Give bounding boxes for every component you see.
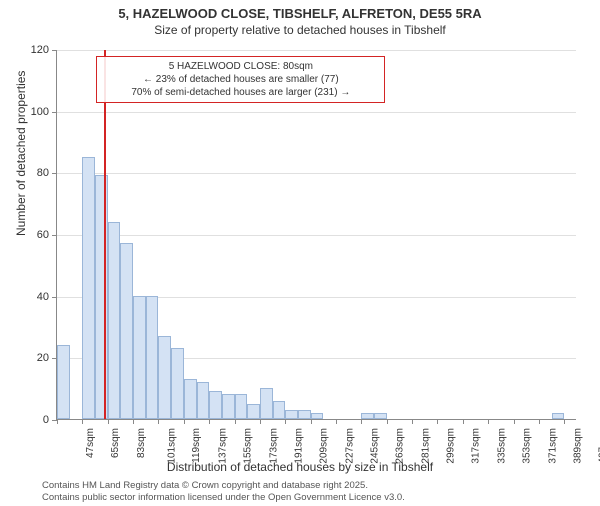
histogram-bar bbox=[260, 388, 273, 419]
histogram-bar bbox=[285, 410, 298, 419]
annotation-box: 5 HAZELWOOD CLOSE: 80sqm← 23% of detache… bbox=[96, 56, 385, 103]
x-tick-label: 137sqm bbox=[217, 428, 228, 464]
x-tick-label: 155sqm bbox=[243, 428, 254, 464]
y-tick bbox=[52, 112, 57, 113]
histogram-bar bbox=[108, 222, 121, 419]
y-tick-label: 0 bbox=[43, 414, 49, 426]
x-tick bbox=[235, 419, 236, 424]
y-tick bbox=[52, 235, 57, 236]
histogram-bar bbox=[158, 336, 171, 419]
x-tick-label: 281sqm bbox=[420, 428, 431, 464]
y-tick bbox=[52, 297, 57, 298]
plot-area: 02040608010012047sqm65sqm83sqm101sqm119s… bbox=[56, 50, 576, 420]
x-tick-label: 353sqm bbox=[522, 428, 533, 464]
histogram-bar bbox=[82, 157, 95, 419]
histogram-bar bbox=[273, 401, 286, 420]
y-tick-label: 40 bbox=[37, 291, 49, 303]
grid-line bbox=[57, 112, 576, 113]
x-tick-label: 245sqm bbox=[370, 428, 381, 464]
y-tick bbox=[52, 50, 57, 51]
histogram-bar bbox=[247, 404, 260, 419]
x-tick bbox=[209, 419, 210, 424]
histogram-bar bbox=[311, 413, 324, 419]
histogram-bar bbox=[361, 413, 374, 419]
y-axis-label: Number of detached properties bbox=[14, 71, 28, 236]
x-axis-label: Distribution of detached houses by size … bbox=[0, 460, 600, 474]
x-tick bbox=[564, 419, 565, 424]
histogram-bar bbox=[95, 175, 108, 419]
chart-title-main: 5, HAZELWOOD CLOSE, TIBSHELF, ALFRETON, … bbox=[0, 6, 600, 21]
x-tick bbox=[514, 419, 515, 424]
x-tick-label: 173sqm bbox=[268, 428, 279, 464]
x-tick bbox=[437, 419, 438, 424]
x-tick bbox=[361, 419, 362, 424]
grid-line bbox=[57, 235, 576, 236]
x-tick bbox=[463, 419, 464, 424]
y-tick-label: 60 bbox=[37, 229, 49, 241]
x-tick-label: 191sqm bbox=[294, 428, 305, 464]
x-tick-label: 299sqm bbox=[446, 428, 457, 464]
annotation-line-3: 70% of semi-detached houses are larger (… bbox=[103, 86, 378, 99]
subject-marker-line bbox=[104, 50, 106, 419]
histogram-bar bbox=[209, 391, 222, 419]
histogram-bar bbox=[146, 296, 159, 419]
x-tick bbox=[336, 419, 337, 424]
x-tick-label: 389sqm bbox=[573, 428, 584, 464]
histogram-bar bbox=[120, 243, 133, 419]
annotation-line-1: 5 HAZELWOOD CLOSE: 80sqm bbox=[103, 60, 378, 73]
x-tick-label: 227sqm bbox=[344, 428, 355, 464]
x-tick bbox=[285, 419, 286, 424]
x-tick bbox=[311, 419, 312, 424]
x-tick bbox=[82, 419, 83, 424]
histogram-bar bbox=[374, 413, 387, 419]
x-tick bbox=[539, 419, 540, 424]
chart-title-sub: Size of property relative to detached ho… bbox=[0, 23, 600, 37]
footer-line-2: Contains public sector information licen… bbox=[42, 492, 405, 504]
y-tick-label: 120 bbox=[31, 44, 49, 56]
histogram-bar bbox=[235, 394, 248, 419]
x-tick bbox=[488, 419, 489, 424]
histogram-bar bbox=[222, 394, 235, 419]
histogram-bar bbox=[133, 296, 146, 419]
histogram-bar bbox=[184, 379, 197, 419]
histogram-bar bbox=[552, 413, 565, 419]
histogram-bar bbox=[171, 348, 184, 419]
x-tick-label: 65sqm bbox=[110, 428, 121, 458]
x-tick bbox=[133, 419, 134, 424]
x-tick bbox=[158, 419, 159, 424]
y-tick bbox=[52, 173, 57, 174]
x-tick-label: 317sqm bbox=[471, 428, 482, 464]
x-tick bbox=[387, 419, 388, 424]
y-tick-label: 80 bbox=[37, 167, 49, 179]
x-tick-label: 47sqm bbox=[85, 428, 96, 458]
y-tick-label: 20 bbox=[37, 352, 49, 364]
x-tick-label: 371sqm bbox=[547, 428, 558, 464]
x-tick bbox=[57, 419, 58, 424]
footer-line-1: Contains HM Land Registry data © Crown c… bbox=[42, 480, 405, 492]
grid-line bbox=[57, 173, 576, 174]
x-tick-label: 335sqm bbox=[496, 428, 507, 464]
x-tick-label: 263sqm bbox=[395, 428, 406, 464]
x-tick-label: 101sqm bbox=[167, 428, 178, 464]
y-tick-label: 100 bbox=[31, 106, 49, 118]
x-tick bbox=[184, 419, 185, 424]
x-tick-label: 119sqm bbox=[191, 428, 202, 463]
histogram-bar bbox=[197, 382, 210, 419]
attribution-footer: Contains HM Land Registry data © Crown c… bbox=[42, 480, 405, 504]
annotation-line-2: ← 23% of detached houses are smaller (77… bbox=[103, 73, 378, 86]
x-tick bbox=[260, 419, 261, 424]
x-tick-label: 209sqm bbox=[319, 428, 330, 464]
x-tick bbox=[412, 419, 413, 424]
histogram-bar bbox=[298, 410, 311, 419]
chart-area: 02040608010012047sqm65sqm83sqm101sqm119s… bbox=[56, 50, 576, 420]
x-tick bbox=[108, 419, 109, 424]
grid-line bbox=[57, 50, 576, 51]
histogram-bar bbox=[57, 345, 70, 419]
x-tick-label: 83sqm bbox=[136, 428, 147, 458]
